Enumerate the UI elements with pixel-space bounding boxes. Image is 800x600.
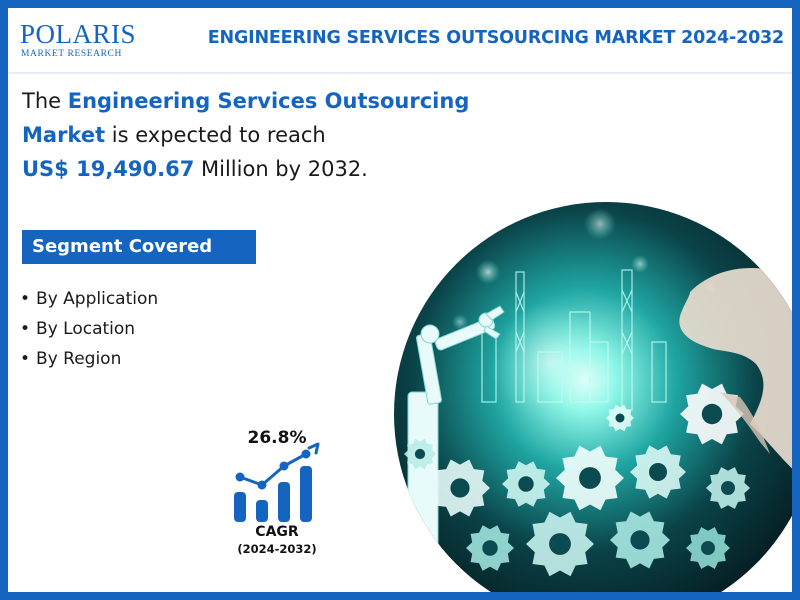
segment-item-label: By Application (36, 289, 159, 309)
gear-hub (701, 403, 723, 425)
segment-item: • By Region (20, 344, 158, 374)
polaris-logo: POLARIS MARKET RESEARCH (20, 20, 136, 64)
headline-text-2: is expected to reach (105, 123, 326, 147)
segment-item-label: By Location (36, 319, 136, 339)
gear-hub (579, 467, 601, 489)
bullet: • (20, 349, 31, 369)
cagr-period: (2024-2032) (237, 542, 317, 556)
segment-list: • By Application • By Location • By Region (20, 284, 158, 374)
gear-hub (549, 533, 571, 555)
header-bar: POLARIS MARKET RESEARCH ENGINEERING SERV… (8, 8, 792, 74)
gear-hub (721, 481, 735, 495)
industrial-gears-robot-arm-illustration (394, 202, 792, 592)
headline-text-3: Million by 2032. (194, 157, 368, 181)
cagr-value: 26.8% (247, 428, 307, 448)
cagr-label: CAGR (255, 524, 299, 540)
logo-wordmark: POLARIS (20, 19, 137, 49)
page-title: ENGINEERING SERVICES OUTSOURCING MARKET … (207, 28, 784, 48)
gear-hub (414, 448, 426, 460)
gear-hub (649, 463, 667, 481)
gear-hub (482, 540, 498, 556)
bullet: • (20, 289, 31, 309)
headline-market-name: Engineering Services Outsourcing Market (22, 89, 470, 147)
segment-item: • By Application (20, 284, 158, 314)
segment-item-label: By Region (36, 349, 122, 369)
gear-hub (615, 413, 625, 423)
headline-market-value: US$ 19,490.67 (22, 157, 195, 181)
gear-hub (450, 478, 470, 498)
gear-hub (701, 541, 715, 555)
gear-hub (630, 530, 650, 550)
bullet: • (20, 319, 31, 339)
segment-item: • By Location (20, 314, 158, 344)
gear-hub (518, 476, 534, 492)
logo-tagline: MARKET RESEARCH (21, 49, 122, 59)
segment-covered-heading: Segment Covered (22, 230, 256, 264)
market-headline: The Engineering Services Outsourcing Mar… (22, 84, 542, 186)
headline-text-1: The (22, 89, 68, 113)
growth-bar-chart-icon (234, 442, 320, 522)
